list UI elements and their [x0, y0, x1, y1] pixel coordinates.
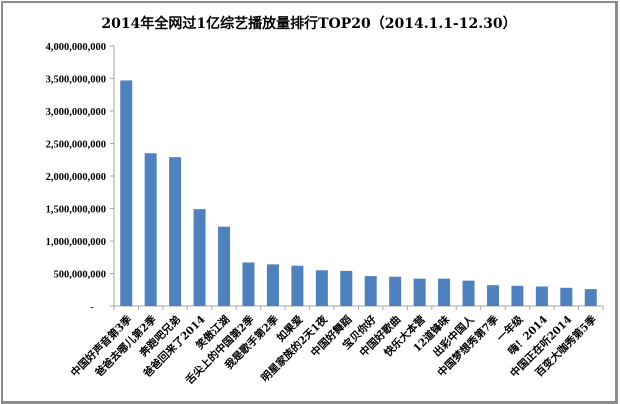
y-tick-label: 500,000,000 — [54, 270, 107, 281]
bar — [193, 209, 206, 306]
bar — [462, 280, 475, 306]
bar — [144, 153, 157, 306]
bar — [315, 270, 328, 306]
bar — [120, 80, 133, 306]
bar — [438, 278, 451, 306]
y-tick-label: 2,000,000,000 — [46, 172, 106, 183]
bar — [560, 287, 573, 306]
bar — [340, 270, 353, 306]
bar — [413, 278, 426, 306]
chart-title: 2014年全网过1亿综艺播放量排行TOP20（2014.1.1-12.30） — [101, 16, 517, 32]
bar — [584, 289, 597, 306]
bar — [511, 285, 524, 306]
bar — [242, 262, 255, 306]
y-tick-label: - — [90, 302, 94, 313]
bar — [291, 265, 304, 306]
bar — [486, 285, 499, 306]
y-tick-label: 2,500,000,000 — [46, 140, 106, 151]
y-tick-label: 1,000,000,000 — [46, 237, 106, 248]
y-tick-label: 4,000,000,000 — [46, 42, 106, 53]
y-tick-label: 3,000,000,000 — [46, 107, 106, 118]
bar — [218, 226, 231, 306]
y-tick-label: 3,500,000,000 — [46, 75, 106, 86]
bar — [169, 157, 182, 306]
bar — [535, 286, 548, 306]
y-tick-label: 1,500,000,000 — [46, 205, 106, 216]
bar — [266, 264, 279, 306]
bar — [364, 276, 377, 306]
bar — [389, 276, 402, 306]
